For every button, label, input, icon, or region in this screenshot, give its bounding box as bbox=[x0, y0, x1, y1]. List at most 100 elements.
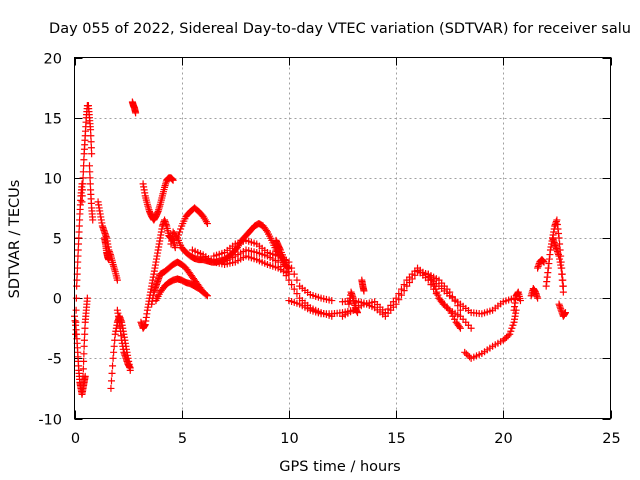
data-point-marker bbox=[290, 270, 298, 278]
data-point-marker bbox=[285, 268, 293, 276]
y-tick-label: 15 bbox=[44, 112, 62, 128]
data-point-marker bbox=[284, 265, 292, 273]
data-point-marker bbox=[506, 330, 514, 338]
data-point-marker bbox=[534, 294, 542, 302]
series-arc-l bbox=[139, 174, 177, 224]
data-point-marker bbox=[432, 285, 440, 293]
series-arc-i bbox=[113, 306, 134, 372]
data-point-marker bbox=[262, 226, 270, 234]
series-arc-t bbox=[272, 236, 293, 276]
data-point-marker bbox=[169, 176, 177, 184]
data-point-marker bbox=[431, 282, 439, 290]
data-point-marker bbox=[79, 174, 87, 182]
data-point-marker bbox=[87, 126, 95, 134]
data-point-marker bbox=[285, 258, 293, 266]
data-point-marker bbox=[172, 232, 180, 240]
y-tick-label: 5 bbox=[53, 232, 62, 248]
data-point-marker bbox=[503, 333, 511, 341]
data-point-marker bbox=[75, 222, 83, 230]
y-tick-label: -10 bbox=[38, 413, 62, 429]
chart-title: Day 055 of 2022, Sidereal Day-to-day VTE… bbox=[49, 21, 631, 37]
data-point-marker bbox=[107, 384, 115, 392]
data-point-marker bbox=[87, 144, 95, 152]
data-point-marker bbox=[559, 288, 567, 296]
data-point-marker bbox=[74, 246, 82, 254]
data-point-marker bbox=[426, 273, 434, 281]
data-point-marker bbox=[78, 192, 86, 200]
series-arc-d bbox=[79, 294, 91, 380]
y-tick-label: 20 bbox=[44, 52, 62, 68]
data-point-marker bbox=[79, 168, 87, 176]
data-point-marker bbox=[424, 270, 432, 278]
series-arc-c bbox=[78, 102, 96, 206]
data-point-marker bbox=[285, 276, 293, 284]
data-point-marker bbox=[105, 256, 113, 264]
data-point-marker bbox=[433, 288, 441, 296]
data-point-marker bbox=[446, 306, 454, 314]
data-point-marker bbox=[516, 297, 524, 305]
data-point-marker bbox=[108, 369, 116, 377]
data-point-marker bbox=[427, 276, 435, 284]
y-tick-label: 10 bbox=[44, 172, 62, 188]
x-tick-label: 10 bbox=[280, 431, 298, 447]
data-point-marker bbox=[80, 156, 88, 164]
data-point-marker bbox=[400, 281, 408, 289]
data-point-marker bbox=[444, 305, 452, 313]
data-point-marker bbox=[80, 357, 88, 365]
data-point-marker bbox=[558, 276, 566, 284]
data-point-marker bbox=[132, 109, 140, 117]
series-arc-n bbox=[152, 275, 207, 305]
data-point-marker bbox=[113, 276, 121, 284]
series-arc-ah bbox=[555, 300, 569, 320]
data-point-marker bbox=[81, 324, 89, 332]
data-point-marker bbox=[387, 301, 395, 309]
data-point-marker bbox=[395, 290, 403, 298]
series-arc-y bbox=[358, 276, 368, 295]
data-point-marker bbox=[281, 256, 289, 264]
data-point-marker bbox=[74, 258, 82, 266]
x-tick-label: 5 bbox=[178, 431, 187, 447]
data-point-marker bbox=[277, 263, 285, 271]
data-point-marker bbox=[559, 282, 567, 290]
data-point-marker bbox=[429, 279, 437, 287]
data-point-marker bbox=[449, 312, 457, 320]
data-point-marker bbox=[508, 324, 516, 332]
data-point-marker bbox=[87, 132, 95, 140]
data-point-marker bbox=[75, 240, 83, 248]
series-arc-a bbox=[71, 312, 89, 398]
x-tick-label: 25 bbox=[602, 431, 620, 447]
data-point-marker bbox=[384, 305, 392, 313]
data-point-marker bbox=[392, 294, 400, 302]
series-arc-x bbox=[345, 288, 362, 317]
data-point-marker bbox=[86, 168, 94, 176]
data-point-marker bbox=[441, 302, 449, 310]
series-arc-e bbox=[86, 162, 97, 224]
data-point-marker bbox=[442, 303, 450, 311]
data-point-marker bbox=[72, 294, 80, 302]
data-point-marker bbox=[110, 348, 118, 356]
series-arc-ac bbox=[510, 288, 524, 314]
data-point-marker bbox=[456, 306, 464, 314]
series-arc-j bbox=[128, 98, 140, 117]
data-point-marker bbox=[288, 281, 296, 289]
data-point-marker bbox=[89, 216, 97, 224]
data-point-marker bbox=[86, 162, 94, 170]
data-point-marker bbox=[455, 323, 463, 331]
data-point-marker bbox=[177, 225, 185, 233]
data-point-marker bbox=[111, 336, 119, 344]
x-tick-label: 0 bbox=[71, 431, 80, 447]
data-point-marker bbox=[274, 258, 282, 266]
data-point-marker bbox=[280, 267, 288, 275]
data-point-marker bbox=[293, 290, 301, 298]
data-point-marker bbox=[467, 324, 475, 332]
data-point-marker bbox=[72, 306, 80, 314]
data-point-marker bbox=[171, 244, 179, 252]
data-point-marker bbox=[328, 297, 336, 305]
data-point-marker bbox=[558, 270, 566, 278]
data-point-marker bbox=[447, 309, 455, 317]
data-point-marker bbox=[176, 228, 184, 236]
data-point-marker bbox=[381, 309, 389, 317]
data-point-marker bbox=[434, 291, 442, 299]
data-point-marker bbox=[290, 285, 298, 293]
